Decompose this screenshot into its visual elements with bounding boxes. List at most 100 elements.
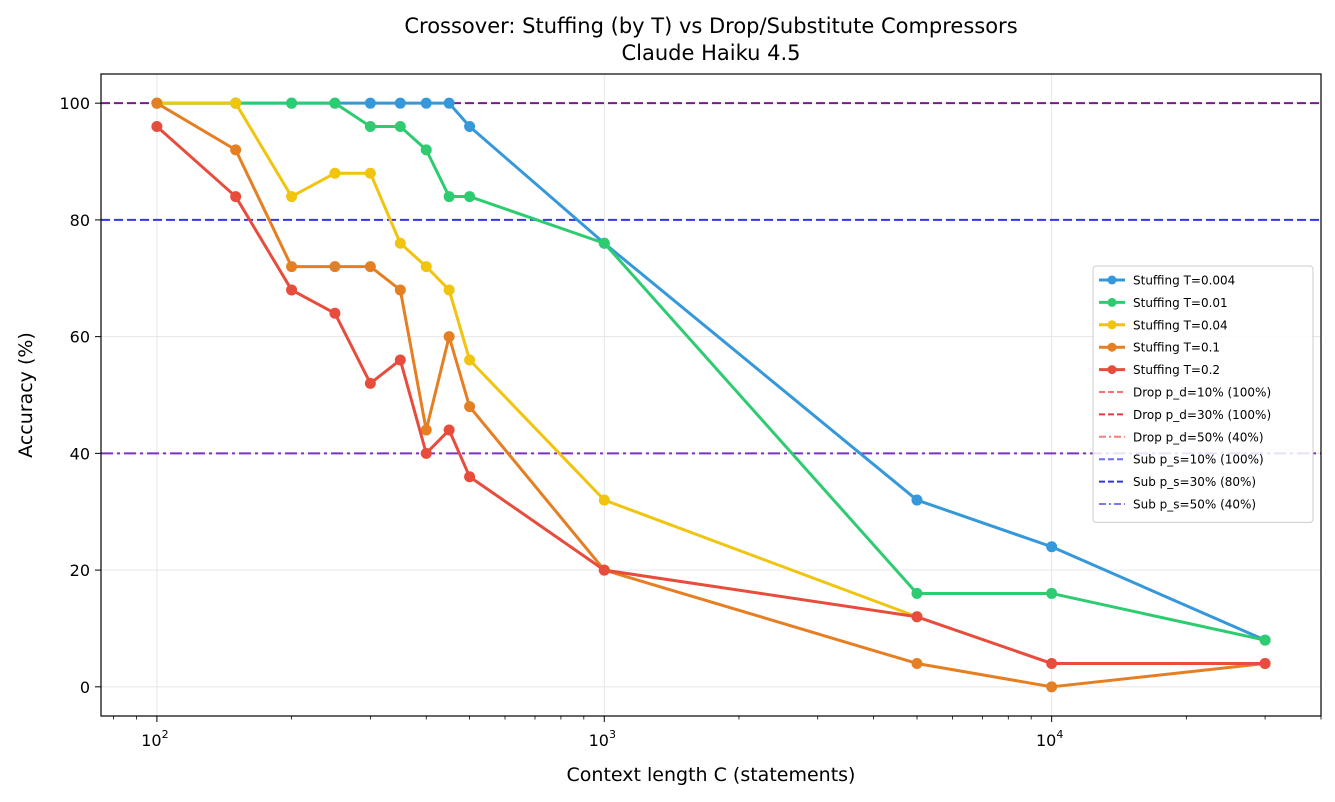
legend-marker [1107, 342, 1117, 352]
legend-label: Drop p_d=10% (100%) [1133, 386, 1271, 400]
data-point [286, 261, 298, 273]
series-line [156, 101, 918, 619]
x-tick-label: 104 [1036, 728, 1063, 750]
legend-item-drop-p-d-50-40: Drop p_d=50% (40%) [1099, 430, 1264, 444]
data-point [394, 284, 406, 296]
data-point [443, 331, 455, 343]
data-point [1046, 657, 1058, 669]
x-axis-label: Context length C (statements) [567, 764, 856, 786]
legend-label: Stuffing T=0.01 [1133, 296, 1228, 310]
legend-item-stuffing-t-0-04: Stuffing T=0.04 [1099, 318, 1228, 332]
data-point [364, 377, 376, 389]
y-tick-label: 40 [70, 444, 90, 463]
data-point [394, 237, 406, 249]
y-tick-label: 60 [70, 328, 90, 347]
data-point [329, 167, 341, 179]
legend-item-drop-p-d-10-100: Drop p_d=10% (100%) [1099, 386, 1271, 400]
legend-marker [1107, 320, 1117, 330]
legend-label: Stuffing T=0.004 [1133, 274, 1235, 288]
data-point [230, 191, 242, 203]
data-point [464, 191, 476, 203]
data-point [151, 97, 163, 109]
x-tick-label: 103 [589, 728, 616, 750]
data-point [329, 261, 341, 273]
data-point [443, 424, 455, 436]
data-point [911, 587, 923, 599]
data-point [1046, 681, 1058, 693]
data-point [598, 564, 610, 576]
data-point [598, 237, 610, 249]
data-point [364, 97, 376, 109]
legend-label: Sub p_s=50% (40%) [1133, 498, 1256, 512]
data-point [394, 121, 406, 133]
x-axis-ticks: 102 103 104 [113, 716, 1322, 750]
data-point [420, 97, 432, 109]
data-point [364, 121, 376, 133]
chart-title: Crossover: Stuffing (by T) vs Drop/Subst… [404, 14, 1017, 38]
data-point [420, 424, 432, 436]
legend-marker [1107, 275, 1117, 285]
legend-item-drop-p-d-30-100: Drop p_d=30% (100%) [1099, 408, 1271, 422]
series-stuffing-t-0-2 [151, 121, 1271, 669]
data-point [1259, 634, 1271, 646]
data-point [394, 354, 406, 366]
data-point [598, 494, 610, 506]
legend-item-stuffing-t-0-01: Stuffing T=0.01 [1099, 296, 1228, 310]
legend-item-stuffing-t-0-2: Stuffing T=0.2 [1099, 363, 1220, 377]
y-tick-label: 100 [59, 94, 90, 113]
legend-label: Drop p_d=30% (100%) [1133, 408, 1271, 422]
data-point [151, 121, 163, 133]
data-point [911, 494, 923, 506]
x-tick-label: 102 [141, 728, 168, 750]
data-point [464, 354, 476, 366]
plot-area [100, 73, 1322, 717]
legend: Stuffing T=0.004 Stuffing T=0.01 Stuffing … [1092, 265, 1314, 523]
data-point [1046, 541, 1058, 553]
legend-label: Stuffing T=0.1 [1133, 341, 1220, 355]
legend-item-sub-p-s-10-100: Sub p_s=10% (100%) [1099, 453, 1264, 467]
data-point [286, 284, 298, 296]
data-point [394, 97, 406, 109]
data-point [329, 97, 341, 109]
legend-label: Stuffing T=0.2 [1133, 363, 1220, 377]
data-point [911, 611, 923, 623]
legend-item-sub-p-s-30-80: Sub p_s=30% (80%) [1099, 475, 1256, 489]
data-point [464, 401, 476, 413]
legend-item-stuffing-t-0-004: Stuffing T=0.004 [1099, 274, 1235, 288]
data-point [329, 307, 341, 319]
data-point [464, 471, 476, 483]
data-point [230, 97, 242, 109]
data-point [420, 447, 432, 459]
series-stuffing-t-0-04 [151, 97, 923, 623]
data-point [364, 261, 376, 273]
legend-marker [1107, 365, 1117, 375]
y-tick-label: 80 [70, 211, 90, 230]
legend-label: Stuffing T=0.04 [1133, 318, 1228, 332]
series-layer [151, 97, 1271, 693]
data-point [1259, 657, 1271, 669]
legend-label: Drop p_d=50% (40%) [1133, 430, 1264, 444]
data-point [443, 97, 455, 109]
data-point [1046, 587, 1058, 599]
data-point [464, 121, 476, 133]
data-point [286, 97, 298, 109]
y-axis-ticks: 0 20 40 60 80 100 [59, 94, 101, 697]
data-point [420, 261, 432, 273]
data-point [230, 144, 242, 156]
data-point [443, 284, 455, 296]
data-point [443, 191, 455, 203]
data-point [364, 167, 376, 179]
legend-marker [1107, 297, 1117, 307]
legend-box [1092, 265, 1314, 523]
chart-subtitle: Claude Haiku 4.5 [622, 41, 801, 65]
legend-label: Sub p_s=10% (100%) [1133, 453, 1264, 467]
y-tick-label: 20 [70, 561, 90, 580]
data-point [286, 191, 298, 203]
legend-label: Sub p_s=30% (80%) [1133, 475, 1256, 489]
legend-item-stuffing-t-0-1: Stuffing T=0.1 [1099, 341, 1220, 355]
y-axis-label: Accuracy (%) [15, 332, 37, 458]
legend-item-sub-p-s-50-40: Sub p_s=50% (40%) [1099, 498, 1256, 512]
data-point [911, 657, 923, 669]
data-point [420, 144, 432, 156]
